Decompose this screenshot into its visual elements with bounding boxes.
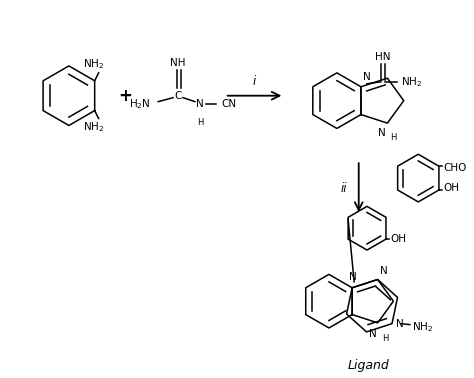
Text: NH$_2$: NH$_2$ — [83, 57, 104, 71]
Text: CHO: CHO — [443, 163, 466, 173]
Text: NH: NH — [170, 58, 186, 68]
Text: N: N — [196, 99, 204, 108]
Text: ii: ii — [340, 181, 347, 195]
Text: Ligand: Ligand — [348, 359, 390, 372]
Text: H$_2$N: H$_2$N — [129, 97, 150, 110]
Text: i: i — [253, 75, 256, 88]
Text: N: N — [396, 319, 404, 328]
Text: N: N — [369, 329, 377, 339]
Text: N: N — [378, 128, 385, 138]
Text: H: H — [391, 133, 397, 142]
Text: H: H — [383, 334, 389, 343]
Text: NH$_2$: NH$_2$ — [401, 75, 422, 89]
Text: OH: OH — [390, 234, 406, 244]
Text: OH: OH — [443, 183, 459, 193]
Text: C: C — [174, 91, 182, 101]
Text: CN: CN — [222, 99, 237, 108]
Text: +: + — [118, 87, 132, 105]
Text: N: N — [363, 72, 371, 82]
Text: N: N — [380, 265, 387, 276]
Text: NH$_2$: NH$_2$ — [412, 320, 433, 333]
Text: N: N — [349, 272, 357, 282]
Text: H: H — [197, 118, 203, 127]
Text: HN: HN — [375, 52, 391, 62]
Text: NH$_2$: NH$_2$ — [83, 121, 104, 134]
